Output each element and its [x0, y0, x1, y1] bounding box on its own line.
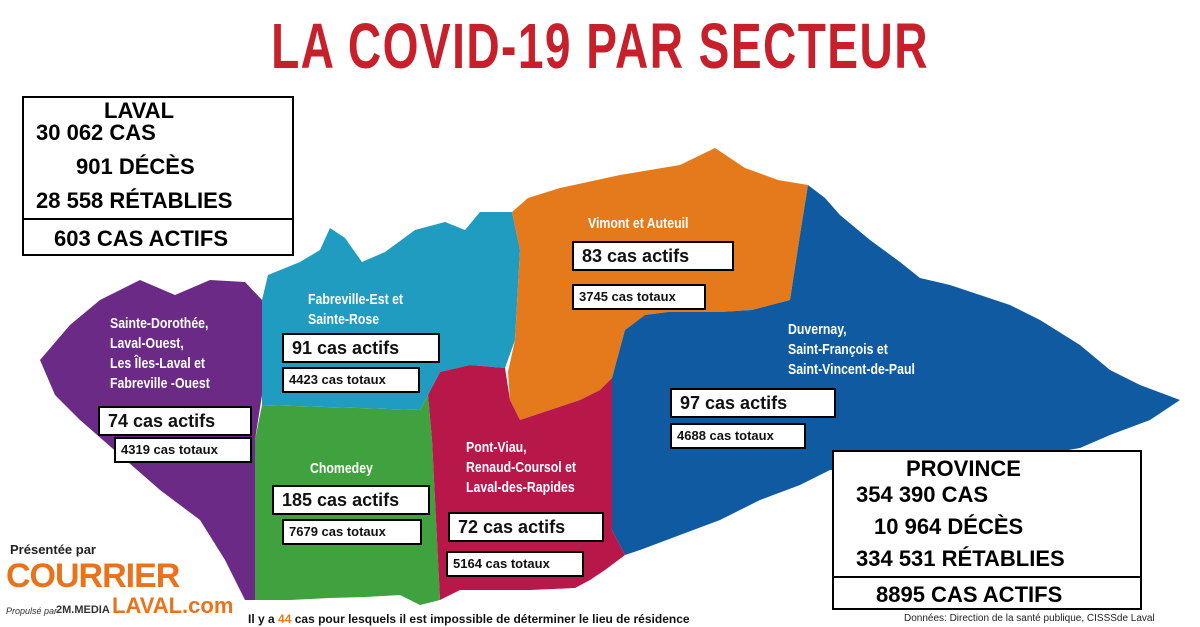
province-cas: 354 390 CAS	[856, 482, 989, 507]
sector-duvernay-shape	[612, 185, 1180, 555]
laval-cas: 30 062 CAS	[36, 120, 156, 145]
sector-pont-viau-name-line-1: Pont-Viau,	[466, 439, 527, 456]
courrier-wordmark: COURRIER	[6, 557, 180, 595]
propulse-label: Propulsé par	[6, 606, 58, 616]
laval-com-wordmark: LAVAL.com	[112, 593, 234, 618]
sector-vimont-actifs: 83 cas actifs	[572, 241, 734, 271]
laval-deces: 901 DÉCÈS	[76, 154, 195, 179]
laval-actifs: 603 CAS ACTIFS	[54, 226, 229, 251]
footnote: Il y a 44 cas pour lesquels il est impos…	[248, 612, 690, 626]
sector-duvernay-actifs: 97 cas actifs	[670, 388, 836, 418]
footnote-count: 44	[278, 612, 292, 626]
sector-sainte-dorothee-name: Sainte-Dorothée, Laval-Ouest, Les Îles-L…	[110, 314, 210, 394]
sector-duvernay-name-line-1: Duvernay,	[788, 321, 847, 338]
sector-chomedey-totaux: 7679 cas totaux	[282, 519, 422, 545]
sector-sainte-dorothee-totaux: 4319 cas totaux	[114, 437, 252, 463]
presented-by-label: Présentée par	[10, 542, 96, 557]
page-title: LA COVID-19 PAR SECTEUR	[271, 10, 929, 82]
sector-duvernay-name-line-2: Saint-François et	[788, 341, 888, 358]
footnote-after: cas pour lesquels il est impossible de d…	[291, 612, 690, 626]
sector-pont-viau-name: Pont-Viau, Renaud-Coursol et Laval-des-R…	[466, 438, 576, 498]
sector-pont-viau-totaux: 5164 cas totaux	[446, 551, 584, 577]
footnote-before: Il y a	[248, 612, 279, 626]
sector-pont-viau-actifs: 72 cas actifs	[448, 512, 604, 542]
sector-chomedey-actifs: 185 cas actifs	[272, 485, 430, 515]
sector-duvernay-name: Duvernay, Saint-François et Saint-Vincen…	[788, 320, 915, 380]
laval-stats-box: LAVAL 30 062 CAS 901 DÉCÈS 28 558 RÉTABL…	[22, 96, 294, 256]
province-deces: 10 964 DÉCÈS	[874, 514, 1024, 539]
sector-fabreville-est-name-line-1: Fabreville-Est et	[308, 291, 404, 308]
province-actifs: 8895 CAS ACTIFS	[876, 582, 1063, 607]
media-label: 2M.MEDIA	[56, 604, 110, 616]
laval-heading: LAVAL	[104, 98, 175, 123]
sector-duvernay-totaux: 4688 cas totaux	[670, 423, 806, 449]
sector-vimont-name-line-1: Vimont et Auteuil	[588, 215, 689, 232]
sector-chomedey-name-line-1: Chomedey	[310, 460, 373, 477]
sector-vimont-totaux: 3745 cas totaux	[572, 284, 706, 310]
laval-retablies: 28 558 RÉTABLIES	[36, 188, 233, 213]
sector-fabreville-est-actifs: 91 cas actifs	[282, 333, 440, 363]
province-heading: PROVINCE	[906, 456, 1021, 481]
sector-pont-viau-name-line-3: Laval-des-Rapides	[466, 479, 575, 496]
sector-pont-viau-name-line-2: Renaud-Coursol et	[466, 459, 577, 476]
sector-fabreville-est-name: Fabreville-Est et Sainte-Rose	[308, 290, 403, 330]
sector-fabreville-est-totaux: 4423 cas totaux	[282, 367, 420, 393]
sector-vimont-name: Vimont et Auteuil	[588, 214, 688, 234]
laval-divider	[24, 218, 292, 220]
sector-sainte-dorothee-name-line-4: Fabreville -Ouest	[110, 375, 210, 392]
province-retablies: 334 531 RÉTABLIES	[856, 546, 1065, 571]
sector-duvernay-name-line-3: Saint-Vincent-de-Paul	[788, 361, 915, 378]
sector-sainte-dorothee-name-line-2: Laval-Ouest,	[110, 335, 184, 352]
sector-sainte-dorothee-name-line-3: Les Îles-Laval et	[110, 355, 206, 372]
brand-logo: Présentée par COURRIER Propulsé par 2M.M…	[4, 542, 233, 624]
source-credit: Données: Direction de la santé publique,…	[904, 613, 1155, 624]
sector-sainte-dorothee-name-line-1: Sainte-Dorothée,	[110, 315, 209, 332]
sector-chomedey-name: Chomedey	[310, 459, 373, 479]
sector-fabreville-est-name-line-2: Sainte-Rose	[308, 311, 380, 328]
sector-sainte-dorothee-actifs: 74 cas actifs	[98, 406, 252, 436]
province-divider	[834, 576, 1140, 578]
province-stats-box: PROVINCE 354 390 CAS 10 964 DÉCÈS 334 53…	[832, 450, 1142, 610]
